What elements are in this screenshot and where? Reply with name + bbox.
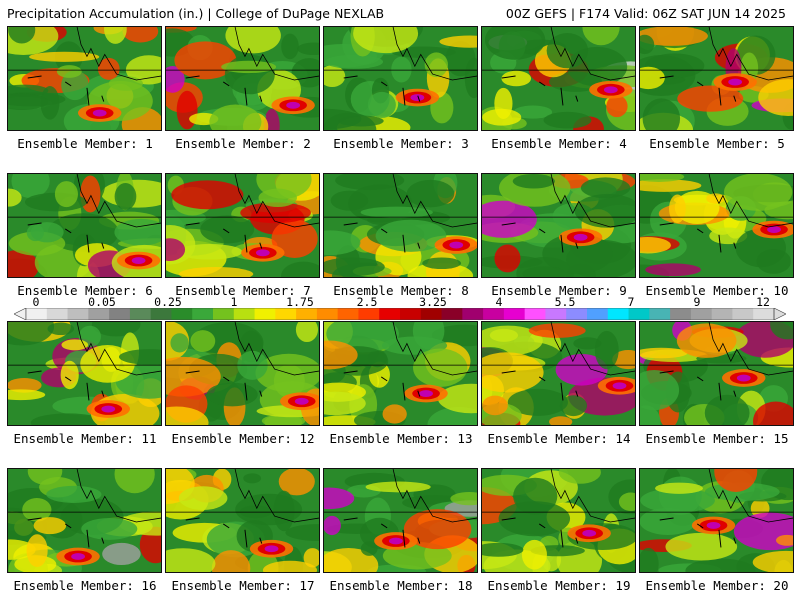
colorbar-bin — [150, 308, 172, 320]
colorbar-tick-label: 1.75 — [286, 295, 314, 309]
model-run-info: 00Z GEFS | F174 Valid: 06Z SAT JUN 14 20… — [505, 6, 786, 21]
member-map-20 — [639, 468, 794, 573]
member-map-15 — [639, 321, 794, 426]
member-map-18 — [323, 468, 478, 573]
colorbar-bin — [711, 308, 733, 320]
member-label-14: Ensemble Member: 14 — [487, 431, 631, 446]
colorbar-bin — [420, 308, 443, 320]
member-label-1: Ensemble Member: 1 — [17, 136, 153, 151]
member-label-13: Ensemble Member: 13 — [329, 431, 473, 446]
colorbar-bin — [233, 308, 256, 320]
member-map-11 — [7, 321, 162, 426]
colorbar-bin — [649, 308, 671, 320]
member-map-3 — [323, 26, 478, 131]
precipitation-colorbar — [14, 308, 786, 320]
colorbar-bin — [441, 308, 463, 320]
member-label-2: Ensemble Member: 2 — [175, 136, 311, 151]
colorbar-bin — [690, 308, 713, 320]
member-map-8 — [323, 173, 478, 278]
colorbar-bin — [628, 308, 650, 320]
colorbar-bin — [296, 308, 318, 320]
colorbar-tick-label: 5.5 — [554, 295, 576, 309]
member-label-10: Ensemble Member: 10 — [645, 283, 789, 298]
colorbar-bin — [483, 308, 505, 320]
colorbar-bin — [358, 308, 380, 320]
colorbar-over-arrow — [773, 308, 786, 320]
page-title: Precipitation Accumulation (in.) | Colle… — [7, 6, 385, 21]
colorbar-tick-label: 12 — [756, 295, 770, 309]
colorbar-bin — [109, 308, 131, 320]
member-label-17: Ensemble Member: 17 — [171, 578, 315, 593]
colorbar-bin — [67, 308, 89, 320]
colorbar-bin — [26, 308, 48, 320]
colorbar-tick-label: 3.25 — [419, 295, 447, 309]
member-map-9 — [481, 173, 636, 278]
member-label-20: Ensemble Member: 20 — [645, 578, 789, 593]
colorbar-tick-label: 0.25 — [154, 295, 182, 309]
colorbar-bin — [545, 308, 567, 320]
member-map-7 — [165, 173, 320, 278]
member-label-3: Ensemble Member: 3 — [333, 136, 469, 151]
colorbar-bin — [379, 308, 401, 320]
member-map-10 — [639, 173, 794, 278]
colorbar-tick-label: 7 — [627, 295, 635, 309]
member-label-19: Ensemble Member: 19 — [487, 578, 631, 593]
colorbar-tick-label: 0.05 — [88, 295, 116, 309]
colorbar-tick-label: 9 — [693, 295, 701, 309]
colorbar-bin — [171, 308, 193, 320]
member-map-5 — [639, 26, 794, 131]
member-label-15: Ensemble Member: 15 — [645, 431, 789, 446]
colorbar-bin — [566, 308, 588, 320]
member-map-19 — [481, 468, 636, 573]
colorbar-bin — [316, 308, 339, 320]
member-label-12: Ensemble Member: 12 — [171, 431, 315, 446]
colorbar-bin — [88, 308, 110, 320]
member-label-4: Ensemble Member: 4 — [491, 136, 627, 151]
colorbar-bin — [732, 308, 754, 320]
member-map-14 — [481, 321, 636, 426]
colorbar-bin — [192, 308, 214, 320]
colorbar-bin — [400, 308, 422, 320]
member-label-11: Ensemble Member: 11 — [13, 431, 157, 446]
colorbar-tick-label: 4 — [495, 295, 503, 309]
colorbar-bin — [587, 308, 609, 320]
colorbar-bin — [753, 308, 775, 320]
member-map-17 — [165, 468, 320, 573]
colorbar-tick-label: 2.5 — [356, 295, 378, 309]
colorbar-bin — [503, 308, 526, 320]
colorbar-bin — [46, 308, 69, 320]
colorbar-bin — [275, 308, 297, 320]
member-map-4 — [481, 26, 636, 131]
member-label-8: Ensemble Member: 8 — [333, 283, 469, 298]
colorbar-bin — [670, 308, 692, 320]
colorbar-bin — [337, 308, 359, 320]
member-map-13 — [323, 321, 478, 426]
member-label-7: Ensemble Member: 7 — [175, 283, 311, 298]
colorbar-bin — [462, 308, 484, 320]
member-map-2 — [165, 26, 320, 131]
colorbar-bin — [213, 308, 235, 320]
colorbar-tick-label: 0 — [32, 295, 40, 309]
colorbar-tick-label: 1 — [230, 295, 238, 309]
member-map-12 — [165, 321, 320, 426]
member-map-16 — [7, 468, 162, 573]
member-label-16: Ensemble Member: 16 — [13, 578, 157, 593]
member-label-9: Ensemble Member: 9 — [491, 283, 627, 298]
colorbar-under-arrow — [14, 308, 27, 320]
colorbar-bin — [607, 308, 630, 320]
member-label-18: Ensemble Member: 18 — [329, 578, 473, 593]
member-label-5: Ensemble Member: 5 — [649, 136, 785, 151]
colorbar-bin — [524, 308, 546, 320]
member-map-1 — [7, 26, 162, 131]
member-label-6: Ensemble Member: 6 — [17, 283, 153, 298]
colorbar-bin — [254, 308, 276, 320]
colorbar-bin — [129, 308, 152, 320]
member-map-6 — [7, 173, 162, 278]
